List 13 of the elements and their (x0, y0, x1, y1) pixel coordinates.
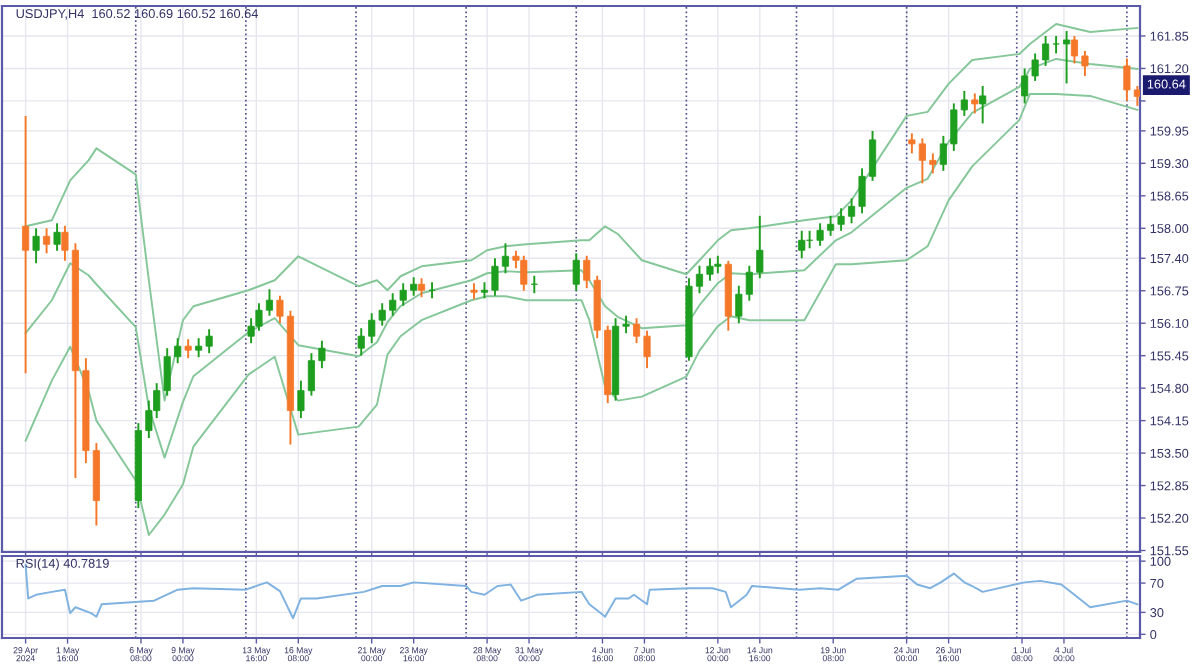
line-series (24, 23, 1139, 402)
candlestick (43, 227, 51, 255)
candlestick (520, 254, 528, 292)
candlestick (979, 84, 987, 125)
candlestick (32, 227, 40, 265)
candlestick (53, 222, 61, 252)
candlestick (1063, 30, 1071, 85)
candlestick (798, 229, 806, 260)
candlestick (971, 92, 979, 115)
candlestick (572, 252, 580, 292)
candlestick (184, 338, 192, 360)
line-series (24, 57, 1139, 459)
candlestick (417, 277, 426, 299)
